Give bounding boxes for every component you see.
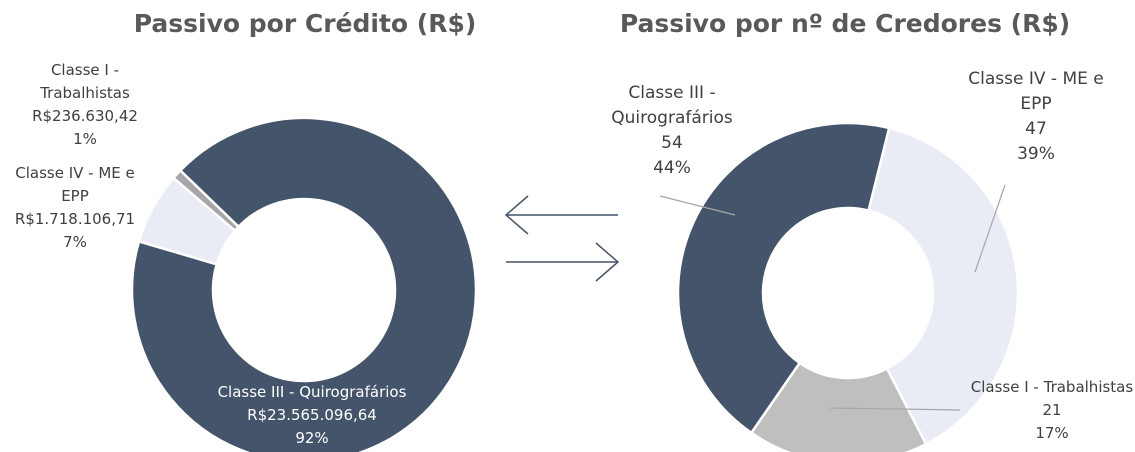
chart-title: Passivo por nº de Credores (R$) — [620, 9, 1070, 38]
chart-title: Passivo por Crédito (R$) — [134, 9, 477, 38]
label-value: 21 — [1042, 400, 1062, 419]
slice — [676, 121, 891, 435]
slice-label: Classe I - Trabalhistas 21 17% — [947, 376, 1135, 445]
label-percent: 1% — [73, 129, 97, 148]
slice — [130, 116, 478, 452]
label-percent: 92% — [295, 428, 329, 447]
label-category: Classe IV - ME e EPP — [968, 68, 1104, 114]
label-category: Classe III - Quirografários — [611, 82, 733, 128]
slice-label: Classe I - Trabalhistas R$236.630,42 1% — [25, 59, 145, 151]
slice-label: Classe IV - ME e EPP 47 39% — [962, 67, 1110, 167]
label-value: R$1.718.106,71 — [14, 209, 136, 228]
slice-label: Classe III - Quirografários R$23.565.096,… — [197, 381, 427, 450]
slice — [171, 168, 241, 233]
slice-label: Classe III - Quirografários 54 44% — [597, 81, 747, 181]
slice — [867, 126, 1020, 446]
slice — [749, 361, 928, 452]
label-value: 47 — [1025, 118, 1047, 139]
label-category: Classe I - Trabalhistas — [40, 60, 130, 102]
leader-line — [974, 184, 1006, 273]
label-percent: 39% — [1017, 143, 1055, 164]
leader-line — [659, 195, 736, 216]
label-category: Classe IV - ME e EPP — [15, 163, 135, 205]
label-percent: 7% — [63, 232, 87, 251]
arrows — [504, 195, 620, 282]
label-value: R$23.565.096,64 — [247, 405, 377, 424]
label-category: Classe III - Quirografários — [217, 382, 407, 401]
leader-line — [829, 407, 961, 411]
label-value: 54 — [661, 132, 683, 153]
slice-label: Classe IV - ME e EPP R$1.718.106,71 7% — [11, 162, 139, 254]
label-percent: 17% — [1035, 423, 1069, 442]
label-value: R$236.630,42 — [32, 106, 138, 125]
label-category: Classe I - Trabalhistas — [970, 377, 1134, 396]
label-percent: 44% — [653, 157, 691, 178]
